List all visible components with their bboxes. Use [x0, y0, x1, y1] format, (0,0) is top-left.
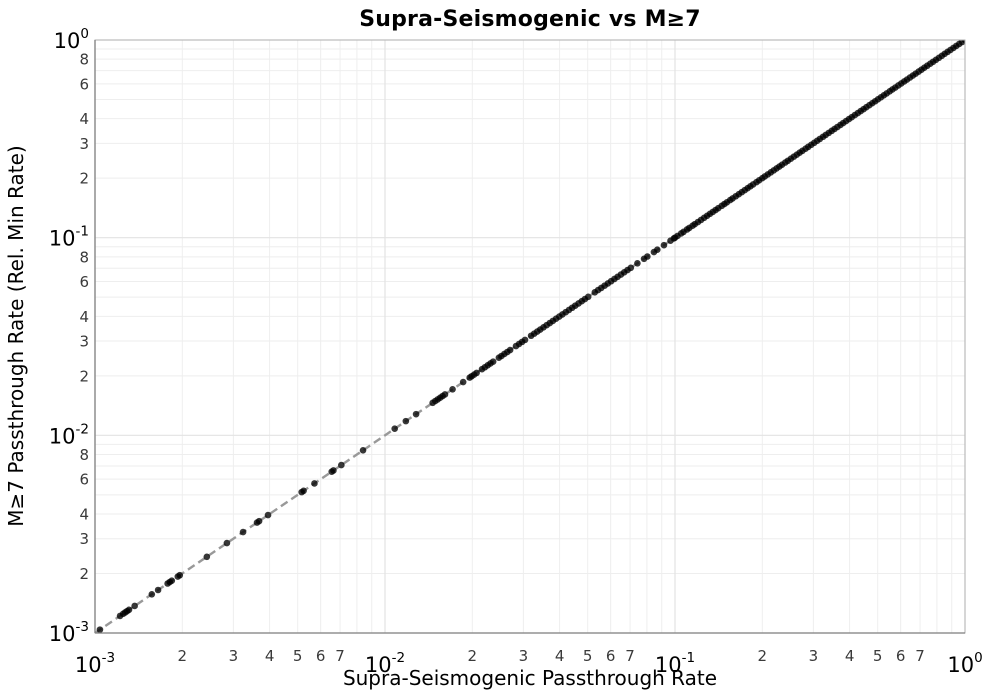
x-minor-tick-label: 2: [178, 647, 188, 665]
x-major-tick-label: 10-3: [75, 650, 115, 677]
scatter-point: [489, 358, 497, 365]
y-minor-tick-label: 2: [79, 565, 89, 583]
scatter-point: [168, 577, 176, 584]
scatter-point: [644, 253, 651, 260]
y-major-tick-label: 10-1: [49, 224, 89, 251]
scatter-point: [96, 626, 104, 633]
y-minor-tick-label: 4: [79, 308, 89, 326]
y-minor-tick-label: 6: [79, 273, 89, 291]
scatter-point: [473, 369, 480, 377]
y-minor-tick-label: 3: [79, 333, 89, 351]
y-minor-tick-label: 8: [79, 51, 89, 69]
scatter-point: [359, 447, 367, 454]
scatter-point: [391, 425, 398, 433]
scatter-point: [223, 539, 231, 547]
x-minor-tick-label: 5: [873, 647, 883, 665]
scatter-point: [412, 410, 420, 418]
y-minor-tick-label: 2: [79, 367, 89, 385]
scatter-point: [506, 346, 514, 354]
y-minor-tick-label: 3: [79, 530, 89, 548]
scatter-point: [176, 571, 184, 579]
x-minor-tick-label: 6: [896, 647, 906, 665]
x-minor-tick-label: 5: [293, 647, 303, 665]
x-minor-tick-label: 3: [519, 647, 529, 665]
y-major-tick-label: 100: [54, 26, 89, 53]
scatter-point: [521, 336, 529, 344]
y-minor-tick-label: 8: [79, 248, 89, 266]
x-minor-tick-label: 4: [265, 647, 275, 665]
x-axis-label: Supra-Seismogenic Passthrough Rate: [342, 666, 718, 690]
scatter-point: [125, 606, 133, 614]
x-major-tick-label: 10-1: [655, 650, 695, 677]
grid-minor: [95, 40, 965, 633]
x-minor-tick-label: 7: [335, 647, 345, 665]
x-minor-tick-label: 4: [845, 647, 855, 665]
y-minor-tick-label: 8: [79, 446, 89, 464]
scatter-point: [264, 511, 272, 519]
x-minor-tick-label: 3: [229, 647, 239, 665]
scatter-point: [441, 391, 449, 398]
scatter-point: [961, 40, 965, 44]
x-minor-tick-label: 5: [583, 647, 593, 665]
scatter-point: [634, 259, 641, 267]
y-minor-tick-label: 4: [79, 505, 89, 523]
y-minor-tick-label: 4: [79, 110, 89, 128]
x-minor-tick-label: 4: [555, 647, 565, 665]
x-minor-tick-label: 7: [625, 647, 635, 665]
scatter-point: [449, 385, 456, 393]
chart-title: Supra-Seismogenic vs M≥7: [359, 7, 701, 32]
y-minor-tick-label: 3: [79, 135, 89, 153]
scatter-point: [203, 553, 211, 561]
x-minor-tick-label: 2: [468, 647, 478, 665]
x-minor-tick-label: 6: [316, 647, 326, 665]
scatter-point: [239, 528, 247, 536]
y-minor-tick-label: 6: [79, 471, 89, 489]
scatter-point: [148, 590, 156, 598]
y-major-tick-label: 10-2: [49, 421, 89, 448]
scatter-points: [96, 40, 965, 633]
scatter-point: [654, 246, 661, 254]
y-tick-labels: 100 10-1 10-2 10-3 8 6 4 3 2 8 6 4 3 2 8 6 4 3 2: [49, 26, 89, 646]
scatter-point: [459, 378, 467, 386]
y-minor-tick-label: 2: [79, 170, 89, 188]
scatter-point: [311, 480, 318, 487]
x-minor-tick-label: 7: [915, 647, 925, 665]
scatter-point: [338, 461, 345, 469]
scatter-point: [255, 517, 263, 525]
y-major-tick-label: 10-3: [49, 619, 89, 646]
data-layer: [95, 40, 965, 633]
x-major-tick-label: 100: [947, 650, 982, 677]
scatter-point: [402, 417, 410, 425]
x-minor-tick-label: 6: [606, 647, 616, 665]
y-minor-tick-label: 6: [79, 75, 89, 93]
scatter-point: [627, 264, 635, 272]
scatter-point: [584, 293, 592, 301]
scatter-point: [154, 586, 162, 594]
scatter-point: [131, 602, 138, 610]
scatter-point: [330, 467, 337, 474]
x-major-tick-label: 10-2: [365, 650, 405, 677]
x-minor-tick-label: 3: [809, 647, 819, 665]
x-minor-tick-label: 2: [758, 647, 768, 665]
scatter-point: [660, 241, 668, 249]
scatter-point: [300, 487, 307, 495]
